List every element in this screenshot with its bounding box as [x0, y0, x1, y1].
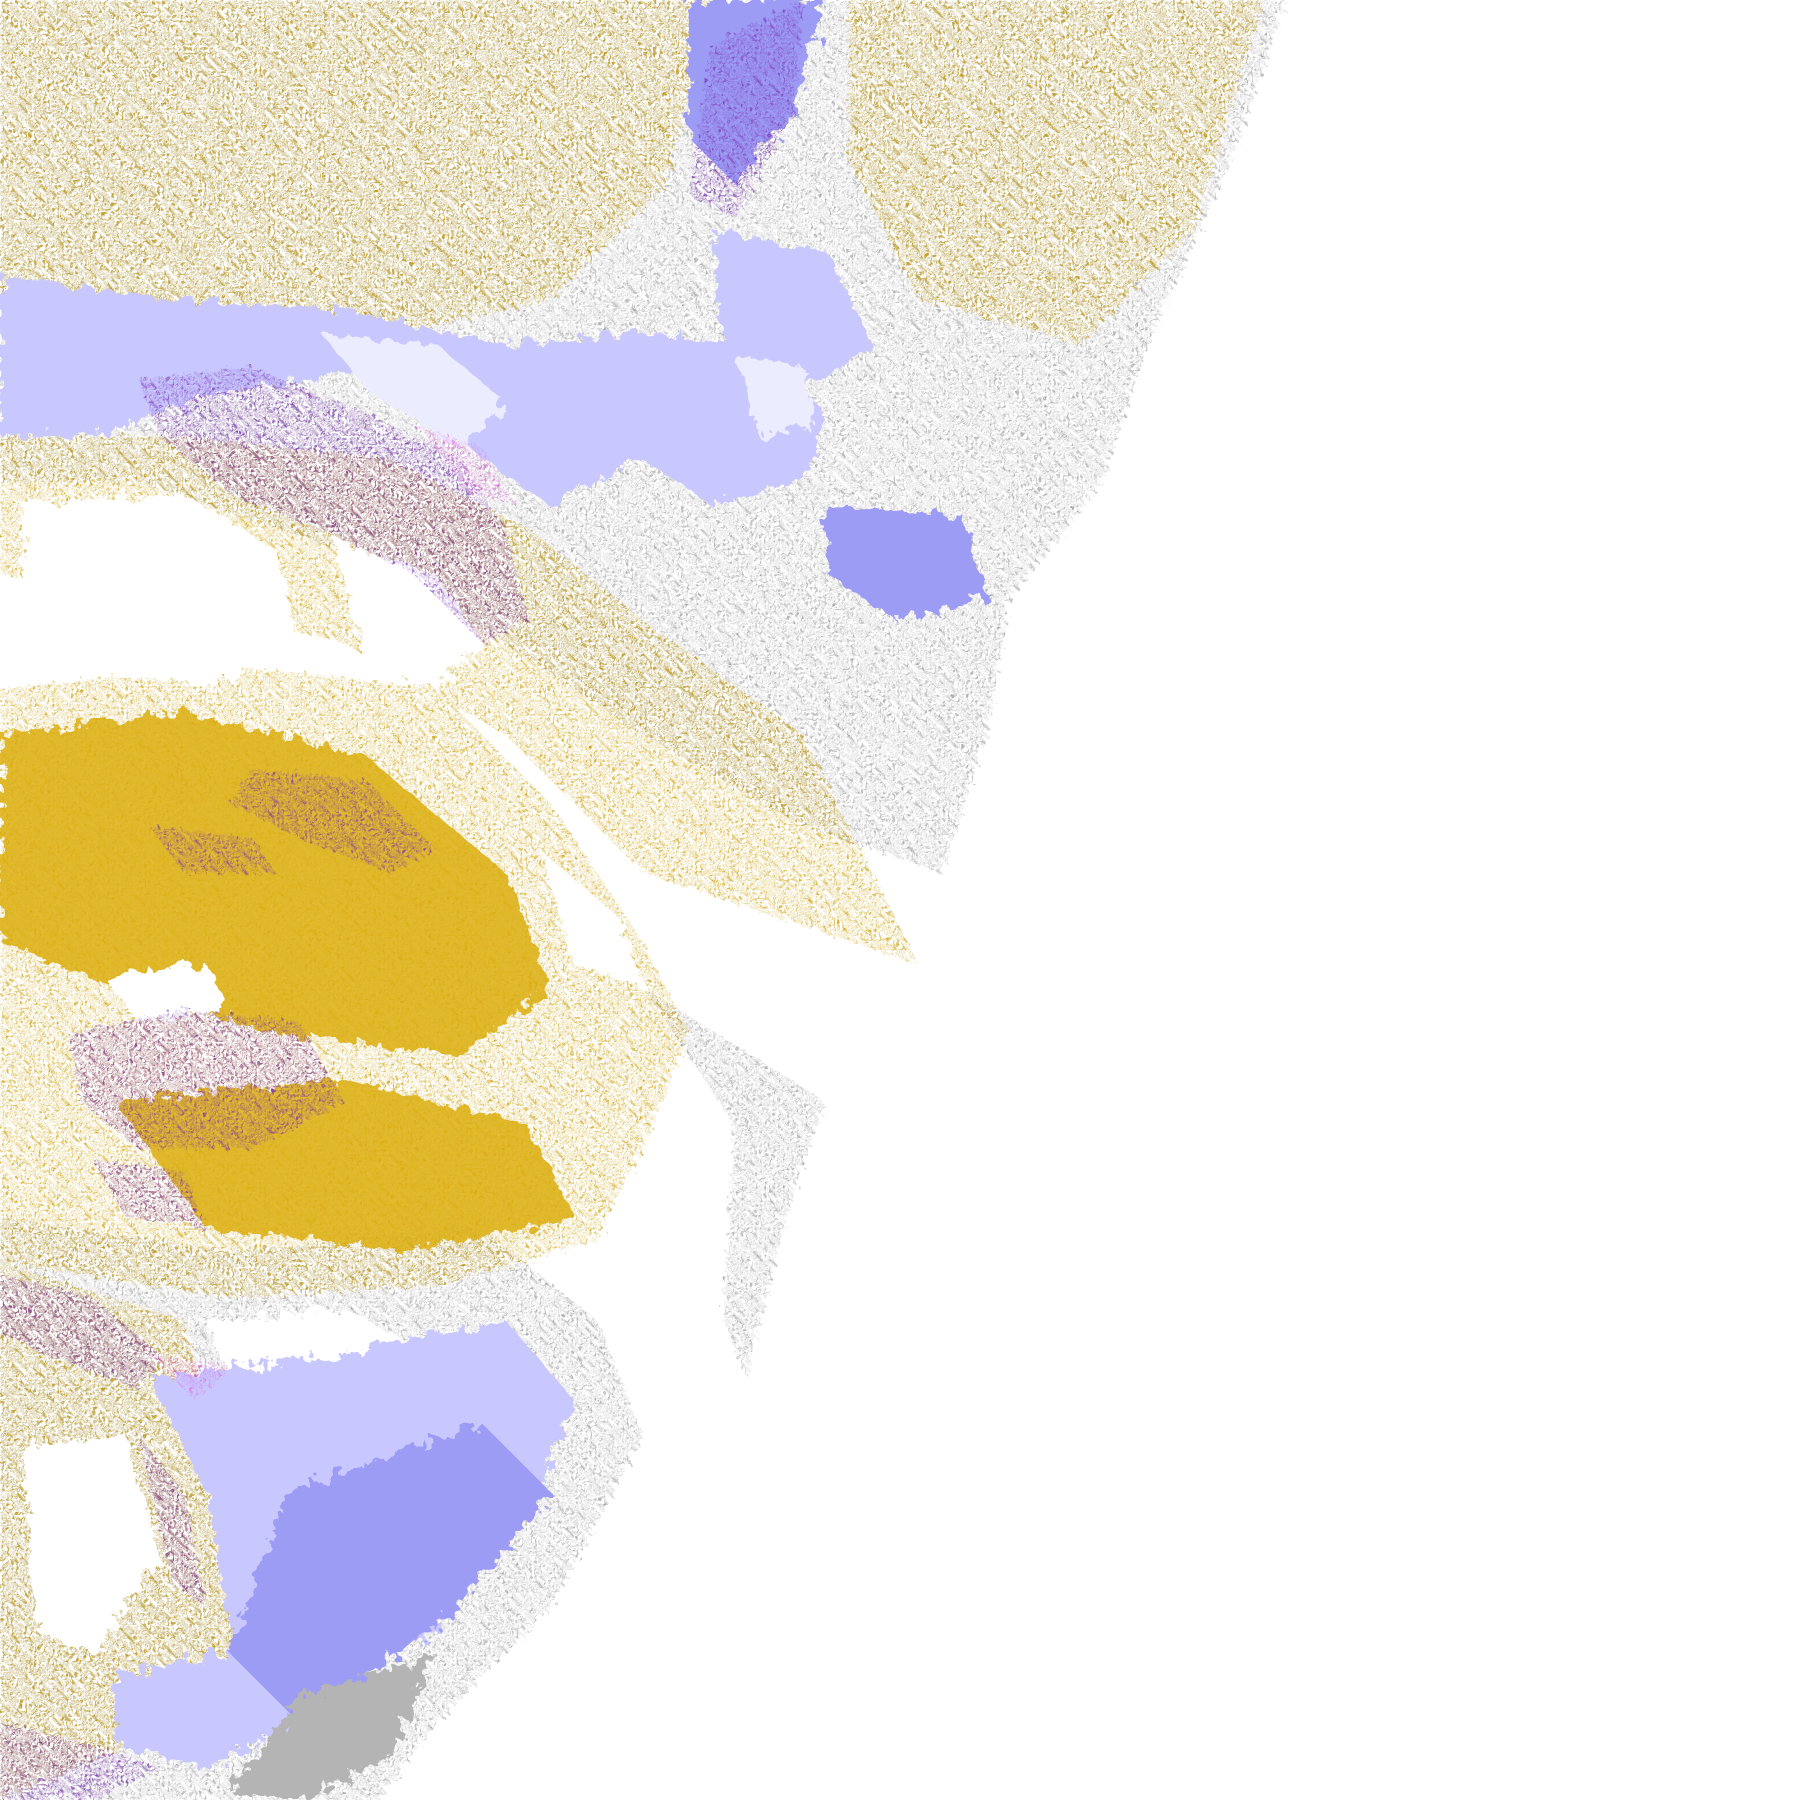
clear-area — [22, 493, 643, 1654]
magenta-region — [149, 424, 517, 1401]
purple-region — [0, 0, 804, 1800]
